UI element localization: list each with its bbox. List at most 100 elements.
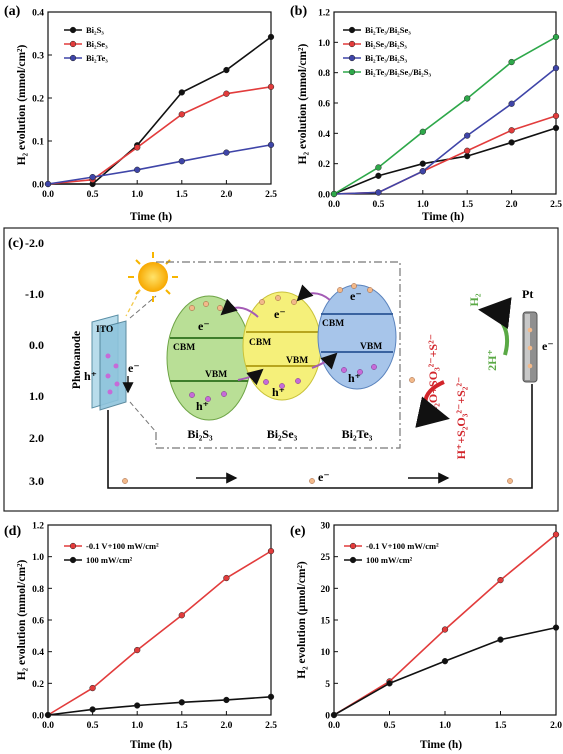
legend-marker — [348, 68, 356, 76]
y-tick-label: 0.4 — [32, 9, 44, 19]
electron-label: e⁻ — [274, 307, 286, 321]
data-point — [89, 173, 96, 181]
oxidation-products: H⁺+S₂O₃²⁻+S₂²⁻ — [454, 377, 468, 460]
pt-electrode — [522, 311, 538, 383]
data-point — [330, 190, 338, 198]
reduction-arrow — [478, 297, 512, 356]
legend-marker — [69, 542, 77, 550]
data-point — [134, 646, 141, 654]
legend-marker — [69, 26, 77, 34]
data-point — [267, 693, 275, 700]
y-tick-label: 0.2 — [318, 160, 330, 170]
data-point — [44, 711, 52, 719]
potential-tick: 1.0 — [29, 389, 44, 403]
electron-transfer-arrow — [296, 284, 331, 302]
data-point — [375, 172, 382, 179]
data-point — [508, 58, 515, 66]
material-label: Bi₂Te₃ — [342, 427, 373, 441]
electron-dots — [122, 283, 513, 484]
potential-tick: 2.0 — [29, 431, 44, 445]
y-tick-label: 0.8 — [318, 69, 330, 79]
hole-dot — [114, 381, 120, 387]
hole-dot — [105, 373, 111, 379]
vbm-label: VBM — [360, 342, 382, 352]
y-tick-label: 25 — [321, 553, 331, 563]
potential-tick: 0.0 — [29, 338, 44, 352]
legend-marker — [69, 54, 77, 62]
data-point — [419, 128, 426, 135]
cbm-label: CBM — [173, 343, 195, 353]
x-tick-label: 1.5 — [495, 721, 507, 731]
panel-d: (d) H₂ evolution (mmol/cm²) Time (h) 0.0… — [4, 522, 277, 752]
data-point — [441, 658, 449, 665]
y-tick-label: 10 — [321, 648, 331, 658]
x-tick-label: 0.5 — [384, 721, 396, 731]
data-point — [134, 166, 141, 173]
panel-b-plot: 0.0 0.5 1.0 1.5 2.0 2.5 0.0 0.2 0.4 0.6 0.8 1.0 1.2 B… — [318, 9, 562, 211]
x-tick-label: 0.0 — [328, 200, 340, 210]
y-tick-label: 1.0 — [318, 39, 330, 49]
vbm-label: VBM — [205, 370, 227, 380]
panel-b-label: (b) — [290, 4, 307, 19]
panel-e-label: (e) — [290, 524, 306, 539]
x-tick-label: 2.5 — [265, 190, 277, 200]
bi2s3-band: CBM VBM e⁻ h⁺ — [166, 295, 252, 421]
hole-transfer-arrow — [311, 352, 338, 370]
y-tick-label: 0.0 — [32, 181, 44, 191]
panel-a-xlabel: Time (h) — [130, 211, 172, 223]
x-tick-label: 1.0 — [439, 721, 451, 731]
y-tick-label: 0.1 — [32, 138, 44, 148]
panel-a: (a) H₂ evolution (mmol/cm²) Time (h) 0.0… — [4, 4, 277, 223]
hole-dots — [189, 364, 377, 402]
series-line — [47, 695, 272, 716]
data-point — [223, 66, 230, 74]
data-point — [375, 164, 382, 171]
x-tick-label: 0.5 — [87, 190, 99, 200]
connector-line — [129, 295, 157, 319]
series-line — [48, 36, 272, 185]
hole-dot — [105, 353, 111, 359]
panel-e-plot: 0.0 0.5 1.0 1.5 2.0 0 5 10 15 20 25 30 -0.1 V+100 mW… — [321, 522, 563, 732]
legend-label: -0.1 V+100 mW/cm² — [86, 541, 159, 551]
material-label: Bi₂S₃ — [187, 427, 213, 441]
series-line — [47, 86, 272, 185]
proton-label: 2H⁺ — [485, 349, 499, 371]
y-tick-label: 0.4 — [32, 648, 44, 658]
material-label: Bi₂Se₃ — [267, 427, 298, 441]
y-tick-label: 0.2 — [32, 95, 44, 105]
y-tick-label: 0.3 — [32, 52, 44, 62]
y-tick-label: 0.6 — [318, 100, 330, 110]
bi2te3-band: CBM VBM e⁻ h⁺ — [317, 284, 397, 390]
series-line — [333, 67, 557, 195]
vbm-label: VBM — [286, 356, 308, 366]
data-point — [178, 89, 185, 96]
y-tick-label: 1.2 — [318, 9, 330, 19]
y-tick-label: 0 — [325, 712, 330, 722]
data-point — [497, 576, 504, 584]
legend-label: Bi₂S₃ — [86, 25, 104, 35]
panel-b: (b) H₂ evolution (mmol/cm²) Time (h) 0.0… — [290, 4, 562, 223]
data-point — [552, 112, 560, 120]
data-point — [464, 132, 471, 139]
x-tick-label: 2.0 — [220, 721, 232, 731]
data-point — [386, 680, 393, 687]
data-point — [508, 127, 515, 134]
series-line — [333, 36, 557, 195]
data-point — [267, 83, 275, 90]
data-point — [441, 626, 449, 633]
hole-dot — [113, 363, 119, 369]
panel-c: (c) -2.0 -1.0 0.0 1.0 2.0 3.0 Photoanode… — [3, 227, 559, 512]
panel-a-label: (a) — [4, 4, 21, 19]
cbm-label: CBM — [249, 338, 271, 348]
electron-label: e⁻ — [350, 289, 362, 303]
x-tick-label: 1.5 — [461, 200, 473, 210]
h-plus-label: h⁺ — [84, 369, 97, 383]
electron-transfer-arrow — [220, 298, 259, 318]
potential-tick: -2.0 — [25, 236, 44, 250]
legend-label: 100 mW/cm² — [366, 555, 413, 565]
x-tick-label: 1.0 — [417, 200, 429, 210]
legend-label: Bi₂Se₃/Bi₂S₃ — [365, 39, 407, 49]
data-point — [223, 149, 230, 156]
legend-marker — [348, 26, 356, 34]
ito-electrode — [91, 314, 127, 411]
